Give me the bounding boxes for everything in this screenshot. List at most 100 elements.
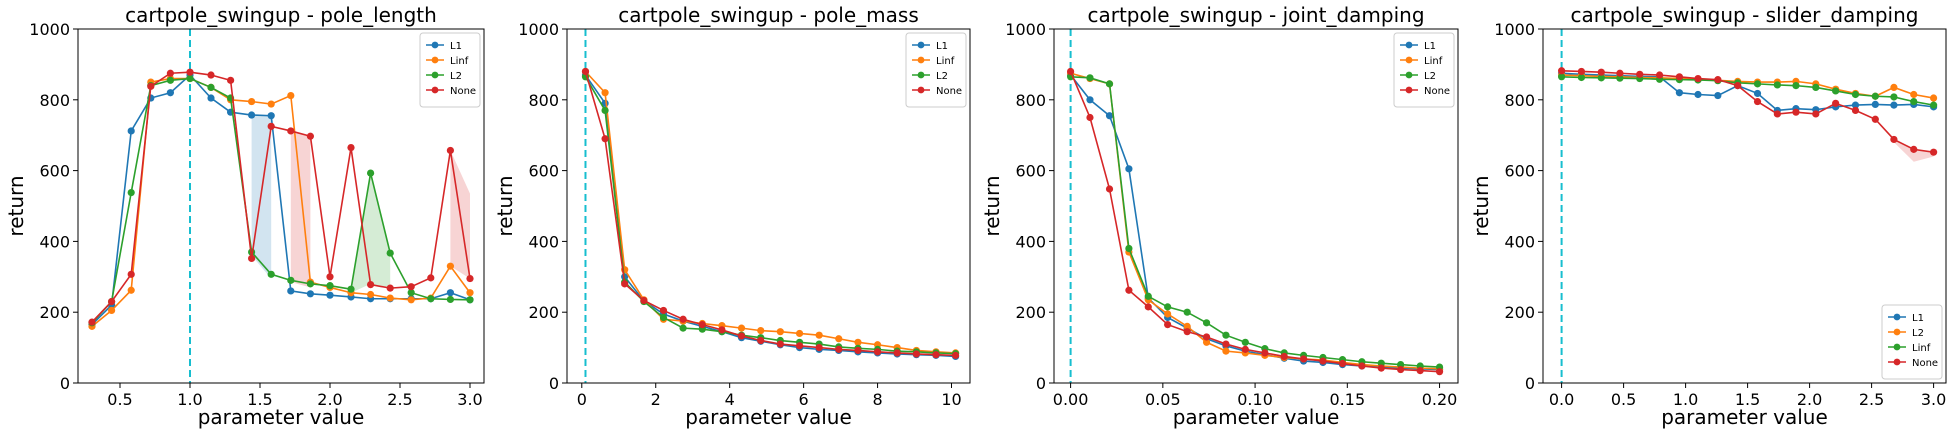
x-tick-label: 2.0: [317, 390, 342, 409]
data-point: [326, 282, 334, 290]
legend-label: L1: [1424, 41, 1436, 52]
y-tick-label: 1000: [29, 20, 70, 39]
data-point: [1910, 145, 1918, 153]
data-point: [795, 329, 804, 338]
data-point: [1930, 94, 1938, 102]
data-point: [621, 280, 629, 288]
x-axis-label: parameter value: [1661, 405, 1828, 429]
data-point: [1280, 352, 1288, 361]
axes-frame: [77, 28, 485, 384]
data-point: [427, 274, 435, 282]
x-tick-label: 3.0: [457, 390, 482, 409]
data-point: [679, 315, 687, 323]
x-tick-label: 1.0: [177, 390, 202, 409]
legend: L1 L2 Linf None: [1881, 304, 1943, 380]
data-point: [1871, 115, 1879, 123]
y-tick-label: 0: [60, 374, 70, 393]
data-point: [640, 296, 648, 305]
data-point: [1397, 365, 1405, 374]
y-tick-label: 800: [1504, 91, 1535, 110]
data-point: [1183, 328, 1191, 336]
y-tick-label: 800: [1015, 91, 1046, 110]
data-point: [1792, 108, 1800, 116]
data-point: [776, 340, 784, 348]
legend-label: L2: [1912, 328, 1924, 339]
data-point: [1319, 357, 1327, 365]
data-point: [367, 290, 375, 299]
legend-label: L1: [936, 41, 948, 52]
y-tick-label: 800: [528, 91, 559, 110]
plot-area: [1054, 29, 1458, 383]
data-point: [912, 350, 920, 358]
legend-marker: [917, 86, 925, 94]
data-point: [1377, 359, 1385, 367]
data-point: [186, 74, 194, 83]
chart-panel-1: 0.5 1.0 1.5 2.0 2.5 3.0 0 200 400 600 800 1000 cartp…: [4, 3, 485, 429]
legend-marker: [1405, 56, 1413, 64]
y-tick-label: 0: [1525, 374, 1535, 393]
data-point: [326, 291, 334, 299]
data-point: [1086, 74, 1094, 82]
data-point: [1930, 148, 1938, 156]
data-point: [737, 332, 746, 340]
x-tick-label: 0.5: [107, 390, 132, 409]
data-point: [248, 111, 256, 119]
legend-marker: [1405, 86, 1413, 94]
legend-marker: [1893, 358, 1901, 366]
data-point: [698, 320, 706, 329]
legend: L1 Linf L2 None: [419, 32, 481, 108]
y-tick-label: 600: [1504, 162, 1535, 181]
legend-marker: [1405, 41, 1413, 49]
legend-label: Linf: [1912, 343, 1931, 354]
x-tick-label: 2.5: [1859, 390, 1884, 409]
data-point: [88, 318, 96, 326]
legend-label: L2: [450, 71, 462, 82]
legend-label: None: [1912, 358, 1938, 369]
data-point: [1675, 89, 1683, 97]
chart-title: cartpole_swingup - joint_damping: [1087, 3, 1424, 27]
data-point: [127, 286, 135, 294]
data-point: [1164, 320, 1172, 329]
data-point: [854, 338, 862, 346]
data-point: [466, 289, 474, 297]
x-tick-label: 0.15: [1330, 390, 1366, 409]
y-axis-label: return: [4, 175, 28, 236]
data-point: [147, 82, 155, 90]
legend-marker: [431, 41, 439, 49]
data-point: [108, 297, 116, 306]
axes-frame: [1542, 28, 1947, 384]
x-tick-label: 0.00: [1053, 390, 1089, 409]
data-point: [1812, 110, 1820, 118]
data-point: [1241, 338, 1249, 346]
legend-label: None: [936, 86, 962, 97]
data-point: [1241, 345, 1249, 353]
data-point: [207, 94, 215, 102]
data-point: [1558, 73, 1566, 81]
data-point: [1125, 286, 1133, 294]
x-tick-label: 0.20: [1422, 390, 1458, 409]
data-point: [287, 287, 295, 295]
data-point: [1105, 185, 1114, 193]
x-tick-label: 8: [872, 390, 882, 409]
legend-marker: [431, 86, 439, 94]
y-tick-label: 1000: [1494, 20, 1535, 39]
data-point: [1890, 135, 1898, 144]
x-tick-label: 1.0: [1673, 390, 1698, 409]
data-point: [1890, 83, 1898, 92]
y-tick-label: 400: [1504, 232, 1535, 251]
data-point: [127, 270, 135, 278]
data-point: [1616, 74, 1624, 82]
data-point: [1910, 97, 1918, 106]
data-point: [1753, 89, 1762, 98]
legend-label: None: [450, 86, 476, 97]
data-point: [127, 127, 135, 135]
data-point: [267, 100, 275, 108]
data-point: [1655, 71, 1664, 79]
x-tick-label: 2.0: [1797, 390, 1822, 409]
data-point: [127, 188, 135, 197]
data-point: [1183, 322, 1191, 330]
plot-area: [567, 29, 970, 383]
data-point: [367, 169, 375, 177]
data-point: [267, 270, 275, 278]
